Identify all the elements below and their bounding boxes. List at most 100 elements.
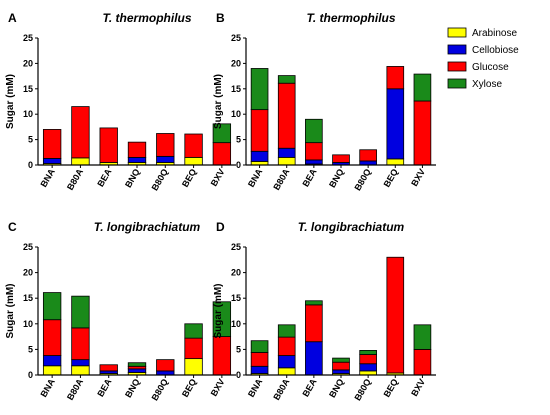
x-tick-label: BXV [409, 377, 427, 398]
bar-bnq-cellobiose [332, 369, 350, 374]
x-tick-label: BEQ [180, 167, 198, 189]
bar-bna-cellobiose [42, 355, 62, 367]
bar-bxv-xylose [212, 301, 232, 337]
bar-bnq-cellobiose [127, 368, 147, 373]
x-tick-label: BNA [246, 167, 265, 189]
bar-bea-glucose [305, 142, 323, 161]
x-tick-label: B80A [65, 167, 85, 192]
x-tick-label: BEA [300, 167, 318, 189]
panel-letter: C [8, 220, 17, 234]
x-tick-label: B80Q [352, 377, 372, 402]
chart-title: T. thermophilus [102, 11, 191, 25]
bar-bnq-xylose [332, 357, 350, 363]
x-tick-label: BNA [246, 377, 265, 399]
bar-bea-xylose [305, 300, 323, 306]
bar-b80a-arabinose [71, 157, 90, 166]
panel-letter: D [216, 220, 225, 234]
bar-bna-xylose [250, 68, 269, 111]
bar-b80a-arabinose [277, 367, 296, 376]
x-tick-label: B80Q [150, 377, 170, 402]
bar-bxv-glucose [212, 336, 232, 376]
bar-bea-glucose [99, 364, 118, 372]
bar-beq-xylose [184, 323, 203, 339]
y-tick-label: 25 [231, 33, 241, 43]
x-tick-label: BEA [95, 377, 113, 399]
x-tick-label: BNA [38, 377, 57, 399]
y-tick-label: 5 [28, 135, 33, 145]
bar-bna-glucose [250, 109, 269, 152]
chart-title: T. longibrachiatum [298, 220, 405, 234]
bar-b80a-glucose [71, 327, 90, 361]
y-axis-title: Sugar (mM) [5, 284, 16, 339]
bar-bxv-xylose [212, 123, 232, 144]
x-tick-label: BEQ [382, 377, 400, 399]
bar-beq-glucose [386, 256, 405, 374]
bar-bna-cellobiose [250, 150, 269, 162]
y-tick-label: 10 [231, 319, 241, 329]
y-tick-label: 10 [231, 109, 241, 119]
bar-bna-arabinose [42, 365, 62, 376]
bar-b80a-glucose [277, 82, 296, 149]
panel-b: B T. thermophilus Sugar (mM) BNA B80A BEA BNQ B… [213, 11, 436, 192]
x-tick-label: BNQ [327, 377, 346, 399]
bar-bxv-glucose [413, 348, 432, 376]
bar-b80a-xylose [277, 75, 296, 84]
bar-bna-xylose [42, 292, 62, 321]
legend: Arabinose Cellobiose Glucose Xylose [447, 27, 519, 90]
bar-bnq-xylose [127, 362, 147, 367]
bar-beq-cellobiose [386, 88, 405, 160]
y-tick-label: 5 [236, 344, 241, 354]
x-tick-label: BEA [95, 167, 113, 189]
bar-b80a-cellobiose [277, 355, 296, 369]
legend-label-glucose: Glucose [472, 62, 509, 73]
y-tick-label: 20 [23, 58, 33, 68]
x-tick-label: BEQ [180, 377, 198, 399]
bar-b80a-cellobiose [71, 359, 90, 367]
x-tick-label: BNQ [327, 167, 346, 189]
y-tick-label: 25 [231, 242, 241, 252]
legend-swatch-xylose [447, 78, 467, 89]
bar-bna-cellobiose [250, 365, 269, 374]
x-tick-label: BXV [209, 377, 227, 398]
y-tick-label: 0 [236, 160, 241, 170]
bar-beq-arabinose [184, 358, 203, 376]
bar-bna-glucose [42, 319, 62, 356]
y-tick-label: 5 [28, 344, 33, 354]
x-tick-label: BNQ [123, 377, 142, 399]
y-tick-label: 10 [23, 109, 33, 119]
bar-bnq-glucose [332, 154, 350, 163]
bar-bxv-xylose [413, 324, 432, 350]
x-tick-label: BEA [300, 377, 318, 399]
y-tick-label: 15 [23, 84, 33, 94]
bar-bna-xylose [250, 340, 269, 353]
y-tick-label: 0 [28, 160, 33, 170]
bar-bea-cellobiose [305, 341, 323, 376]
y-axis-title: Sugar (mM) [213, 74, 224, 129]
bar-bea-cellobiose [305, 159, 323, 165]
y-tick-label: 20 [231, 268, 241, 278]
bar-b80q-glucose [359, 354, 377, 365]
bar-bnq-glucose [127, 141, 147, 158]
y-tick-label: 5 [236, 135, 241, 145]
bar-beq-arabinose [386, 158, 405, 166]
x-tick-label: BEQ [382, 167, 400, 189]
legend-swatch-cellobiose [447, 44, 467, 55]
bar-bxv-glucose [212, 142, 232, 166]
bar-bna-cellobiose [42, 157, 62, 164]
bar-beq-glucose [386, 66, 405, 90]
bar-b80a-glucose [277, 336, 296, 356]
x-tick-label: B80A [65, 377, 85, 402]
bar-bea-xylose [305, 118, 323, 144]
y-tick-label: 20 [23, 268, 33, 278]
bar-bea-glucose [305, 304, 323, 343]
legend-label-cellobiose: Cellobiose [472, 45, 519, 56]
y-tick-label: 15 [231, 84, 241, 94]
bar-b80q-cellobiose [359, 363, 377, 372]
x-tick-label: B80Q [150, 167, 170, 192]
panel-a: A T. thermophilus Sugar (mM) BNA B80A BEA BNQ B… [5, 11, 236, 192]
y-tick-label: 20 [231, 58, 241, 68]
bar-bxv-xylose [413, 73, 432, 102]
legend-swatch-arabinose [447, 27, 467, 38]
bar-b80q-cellobiose [359, 160, 377, 166]
